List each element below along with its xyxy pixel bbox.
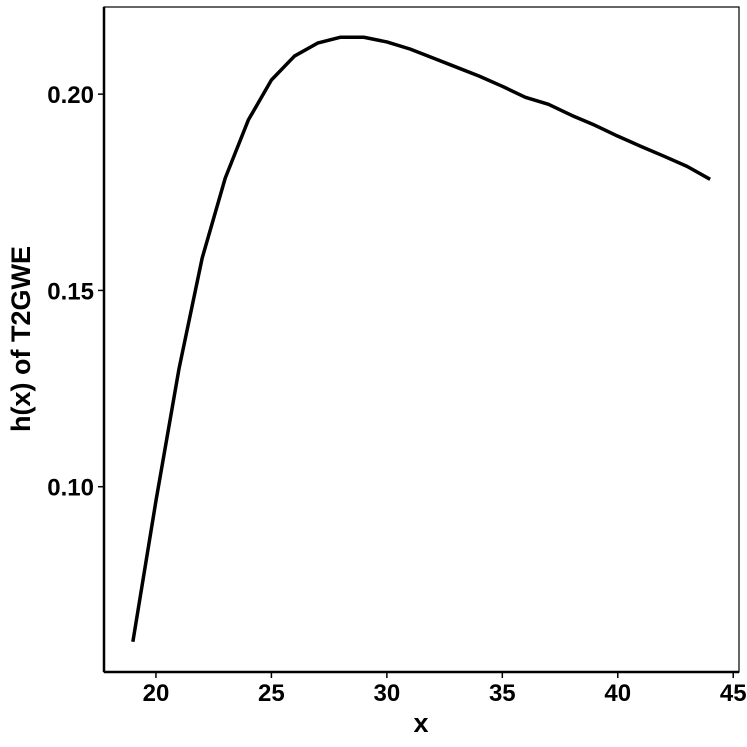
x-tick-label: 20 (143, 680, 170, 707)
x-tick-label: 35 (489, 680, 516, 707)
x-tick-label: 40 (604, 680, 631, 707)
x-tick-label: 30 (374, 680, 401, 707)
x-tick-label: 45 (720, 680, 747, 707)
x-tick-label: 25 (258, 680, 285, 707)
panel-border (103, 6, 740, 673)
y-axis-title: h(x) of T2GWE (6, 246, 36, 432)
x-axis-title: x (413, 708, 428, 738)
y-tick-label: 0.10 (47, 475, 94, 502)
line-series (131, 35, 711, 643)
y-tick-label: 0.20 (47, 82, 94, 109)
y-tick-label: 0.15 (47, 278, 94, 305)
